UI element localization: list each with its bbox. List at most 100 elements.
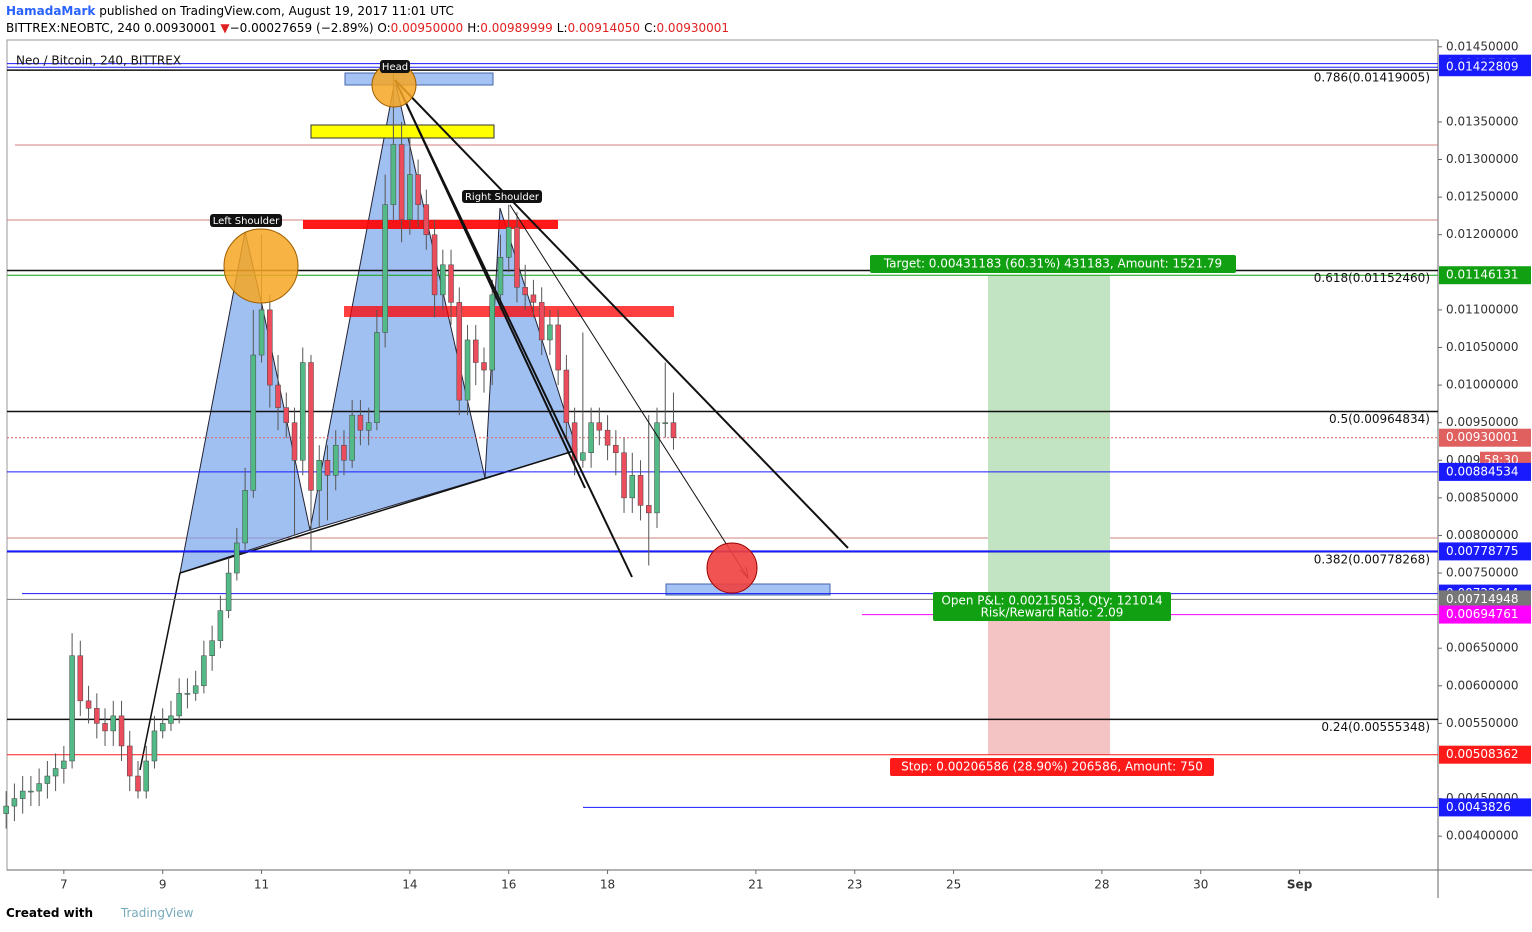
candle-body (464, 339, 471, 401)
candle-body (654, 422, 660, 514)
candle-body (316, 460, 322, 491)
candle-body (332, 444, 339, 476)
candle-body (349, 414, 355, 461)
candle-body (69, 655, 75, 762)
candle-body (143, 760, 149, 792)
y-tick-label: 0.00950000 (1446, 415, 1519, 429)
candle-body (192, 685, 199, 694)
x-tick-label: 14 (402, 878, 417, 892)
foreground-drawings: Head Left Shoulder Right Shoulder Target… (210, 60, 1236, 776)
ohlc-value: 0.00950000 (390, 21, 464, 35)
target-circle (706, 542, 758, 594)
candle-body (604, 429, 611, 446)
candle-body (365, 422, 372, 431)
candle-body (456, 302, 463, 401)
price-tag (1439, 266, 1531, 285)
candle-body (52, 768, 59, 777)
candle-body (28, 790, 34, 793)
candle-body (448, 264, 454, 303)
published: published on TradingView.com, August 19,… (99, 4, 454, 18)
candle-body (168, 715, 174, 724)
ohlc-key: H: (467, 21, 481, 35)
y-tick-label: 0.00550000 (1446, 716, 1519, 730)
chart-title: Neo / Bitcoin, 240, BITTREX (16, 54, 181, 68)
candle-body (184, 693, 191, 695)
candle-body (555, 324, 561, 371)
candle-body (159, 723, 166, 732)
target-zone (988, 275, 1110, 599)
candle-body (440, 264, 446, 296)
ohlc-value: 0.00989999 (480, 21, 553, 35)
zone-box (344, 306, 674, 317)
created: Created with (6, 906, 94, 920)
y-tick-label: 0.00850000 (1446, 490, 1519, 504)
candle-body (267, 309, 273, 386)
candle-body (514, 226, 520, 288)
price-tag (1439, 58, 1531, 77)
y-tick-label: 0.00750000 (1446, 566, 1519, 580)
shoulder-circle (223, 228, 299, 304)
price-tag (1439, 605, 1531, 624)
candle-body (415, 174, 421, 205)
candle-body (176, 693, 182, 717)
price-tag-label: 0.01146131 (1446, 268, 1519, 282)
candle-body (621, 452, 627, 499)
candle-body (201, 655, 207, 687)
stop-pill (890, 758, 1214, 776)
x-tick-label: Sep (1287, 878, 1313, 892)
x-tick-label: 30 (1193, 878, 1208, 892)
candle-body (250, 354, 257, 491)
candle-body (382, 204, 388, 333)
fib-label: 0.382(0.00778268) (1314, 552, 1430, 566)
candle-body (324, 460, 331, 476)
y-tick-label: 0.01300000 (1446, 152, 1519, 166)
candle-body (19, 790, 26, 799)
change: −0.00027659 (−2.89%) (229, 21, 374, 35)
x-tick-label: 25 (946, 878, 961, 892)
candle-body (390, 144, 397, 205)
trend-line (394, 79, 849, 549)
y-tick-label: 0.00800000 (1446, 528, 1519, 542)
pl-box (933, 592, 1171, 621)
zone-box (344, 72, 494, 86)
candle-body (234, 542, 240, 574)
candle-body (299, 362, 306, 461)
background-drawings (3, 63, 1438, 829)
x-tick-label: 23 (847, 878, 862, 892)
candle-body (489, 294, 496, 371)
ohlc-key: C: (644, 21, 657, 35)
candle-body (341, 444, 347, 461)
zone-box (310, 124, 495, 139)
candle-body (151, 730, 158, 762)
candle-body (94, 708, 100, 724)
ohlc-value: 0.00914050 (567, 21, 641, 35)
target-pill (870, 255, 1236, 273)
candle-body (407, 174, 413, 220)
footer: Created with TradingView (6, 906, 193, 920)
head-label: Head (382, 62, 408, 73)
candle-body (423, 204, 430, 235)
price-tag (1439, 590, 1531, 609)
symbol: BITTREX:NEOBTC, 240 (6, 21, 141, 35)
price-tag-label: 0.00778775 (1446, 544, 1519, 558)
price-tag-label: 0.00884534 (1446, 464, 1519, 478)
y-tick-label: 0.01450000 (1446, 39, 1519, 53)
candle-body (283, 407, 290, 423)
price-tag-label: 0.01422809 (1446, 60, 1519, 74)
stop-zone (988, 599, 1110, 755)
pl-label: Open P&L: 0.00215053, Qty: 121014 (941, 594, 1162, 608)
trend-line (139, 572, 181, 771)
label-pill (380, 60, 410, 73)
price-tag-label: 0.00930001 (1446, 430, 1519, 444)
publish-line: HamadaMark published on TradingView.com,… (6, 4, 454, 18)
candle-body (217, 610, 224, 641)
candle-body (374, 332, 380, 423)
label-pill (462, 190, 542, 203)
price-tag-label: 0.00508362 (1446, 747, 1519, 761)
candle-body (497, 257, 504, 296)
y-tick-label: 0.00600000 (1446, 678, 1519, 692)
candle-body (571, 422, 578, 461)
candle-body (11, 798, 18, 807)
rr-label: Risk/Reward Ratio: 2.09 (981, 606, 1124, 620)
fib-label: 0.618(0.01152460) (1314, 271, 1430, 285)
